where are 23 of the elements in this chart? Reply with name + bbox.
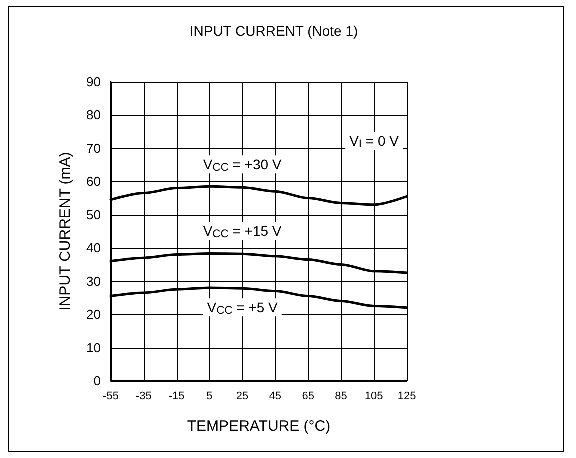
y-tick-label: 0 <box>94 374 101 388</box>
x-tick-label: 65 <box>302 390 314 402</box>
y-tick-label: 40 <box>86 240 101 256</box>
x-tick-label: -55 <box>103 390 119 402</box>
x-axis-title: TEMPERATURE (°C) <box>187 418 331 435</box>
y-tick-label: 90 <box>86 74 101 90</box>
y-tick-label: 70 <box>86 140 101 156</box>
x-tick-label: -15 <box>168 390 185 402</box>
x-tick-label: -35 <box>136 390 152 402</box>
y-tick-label: 50 <box>86 207 101 222</box>
y-axis-title: INPUT CURRENT (mA) <box>57 152 74 311</box>
x-tick-label: 105 <box>364 390 384 402</box>
x-tick-label: 125 <box>398 390 416 402</box>
y-tick-label: 10 <box>86 340 101 356</box>
x-tick-label: 85 <box>335 390 348 402</box>
x-tick-label: 5 <box>206 390 213 402</box>
x-tick-label: 45 <box>269 390 282 402</box>
y-tick-label: 80 <box>86 108 101 123</box>
chart-title: INPUT CURRENT (Note 1) <box>190 23 358 39</box>
y-tick-label: 20 <box>86 307 101 322</box>
y-tick-label: 60 <box>86 174 101 190</box>
x-tick-label: 25 <box>236 390 249 402</box>
y-tick-label: 30 <box>86 274 101 289</box>
